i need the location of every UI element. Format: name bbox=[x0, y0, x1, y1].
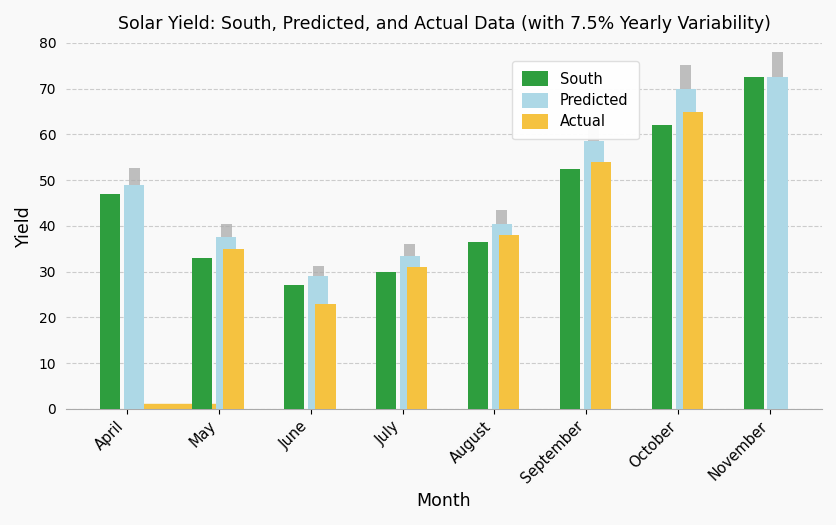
Title: Solar Yield: South, Predicted, and Actual Data (with 7.5% Yearly Variability): Solar Yield: South, Predicted, and Actua… bbox=[117, 15, 769, 33]
Bar bbox=[100, 194, 120, 409]
Bar bbox=[127, 404, 218, 409]
Bar bbox=[124, 185, 144, 409]
Bar bbox=[400, 256, 420, 409]
Bar bbox=[590, 162, 610, 409]
X-axis label: Month: Month bbox=[416, 492, 471, 510]
Bar bbox=[406, 267, 427, 409]
Bar bbox=[312, 266, 324, 276]
Bar bbox=[404, 244, 415, 256]
Bar bbox=[496, 209, 507, 224]
Bar bbox=[771, 52, 782, 77]
Legend: South, Predicted, Actual: South, Predicted, Actual bbox=[511, 61, 638, 140]
Bar bbox=[498, 235, 518, 409]
Bar bbox=[651, 125, 671, 409]
Bar bbox=[680, 65, 691, 89]
Bar bbox=[192, 258, 212, 409]
Bar bbox=[216, 237, 236, 409]
Bar bbox=[375, 271, 395, 409]
Bar bbox=[315, 303, 335, 409]
Bar bbox=[491, 224, 512, 409]
Bar bbox=[223, 249, 243, 409]
Bar bbox=[283, 285, 304, 409]
Bar bbox=[559, 169, 579, 409]
Bar bbox=[588, 121, 599, 141]
Bar bbox=[767, 77, 787, 409]
Y-axis label: Yield: Yield bbox=[15, 205, 33, 247]
Bar bbox=[682, 111, 702, 409]
Bar bbox=[129, 168, 140, 185]
Bar bbox=[675, 89, 695, 409]
Bar bbox=[467, 242, 487, 409]
Bar bbox=[742, 77, 762, 409]
Bar bbox=[308, 276, 328, 409]
Bar bbox=[583, 141, 603, 409]
Bar bbox=[221, 224, 232, 237]
